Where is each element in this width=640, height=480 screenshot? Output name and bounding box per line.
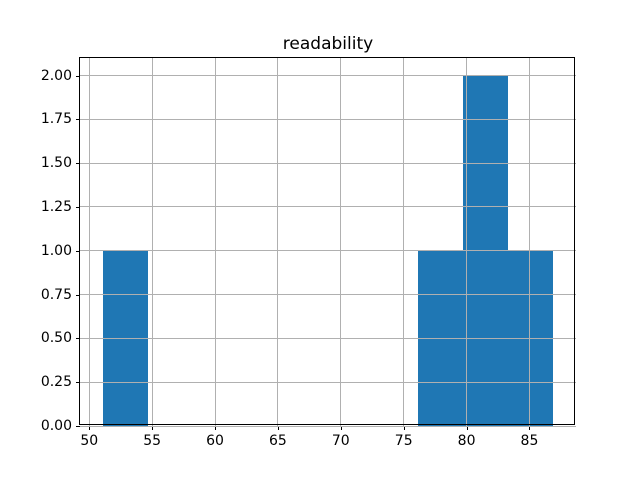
gridline xyxy=(80,337,576,339)
gridline xyxy=(88,58,90,426)
gridline xyxy=(80,162,576,164)
x-tick-mark xyxy=(529,426,531,430)
x-tick-mark xyxy=(215,426,217,430)
gridline xyxy=(80,206,576,208)
gridline xyxy=(466,58,468,426)
gridline xyxy=(80,75,576,77)
gridline xyxy=(340,58,342,426)
y-tick-mark xyxy=(76,250,80,252)
x-tick-mark xyxy=(466,426,468,430)
y-tick-mark xyxy=(76,119,80,121)
x-tick-mark xyxy=(277,426,279,430)
gridline xyxy=(403,58,405,426)
y-tick-label: 1.25 xyxy=(40,198,72,215)
y-tick-mark xyxy=(76,382,80,384)
x-tick-mark xyxy=(340,426,342,430)
x-tick-label: 50 xyxy=(80,433,99,449)
gridline xyxy=(80,118,576,120)
x-tick-label: 60 xyxy=(206,433,224,449)
gridline xyxy=(528,58,530,426)
gridline xyxy=(80,250,576,252)
y-tick-label: 0.25 xyxy=(40,374,72,391)
gridline xyxy=(214,58,216,426)
y-tick-mark xyxy=(76,206,80,208)
gridline xyxy=(277,58,279,426)
x-tick-label: 85 xyxy=(520,433,539,449)
y-tick-mark xyxy=(76,163,80,165)
gridline xyxy=(80,381,576,383)
y-tick-label: 2.00 xyxy=(40,67,72,84)
gridline xyxy=(151,58,153,426)
y-tick-mark xyxy=(76,338,80,340)
y-tick-label: 0.75 xyxy=(40,286,72,303)
y-tick-label: 1.75 xyxy=(40,111,72,128)
y-tick-label: 1.00 xyxy=(40,242,72,259)
x-tick-mark xyxy=(89,426,91,430)
x-tick-label: 55 xyxy=(143,433,162,449)
gridline xyxy=(80,425,576,427)
y-tick-mark xyxy=(76,75,80,77)
x-tick-mark xyxy=(152,426,154,430)
chart-title: readability xyxy=(282,34,374,54)
y-tick-label: 0.00 xyxy=(40,418,72,434)
gridline xyxy=(80,294,576,296)
plot-area xyxy=(80,58,576,427)
y-tick-label: 1.50 xyxy=(40,155,72,172)
x-tick-mark xyxy=(403,426,405,430)
x-tick-label: 75 xyxy=(394,433,413,449)
y-tick-mark xyxy=(76,294,80,296)
y-tick-label: 0.50 xyxy=(40,330,72,347)
x-tick-label: 65 xyxy=(269,433,287,449)
x-tick-label: 70 xyxy=(331,433,350,449)
x-tick-label: 80 xyxy=(457,433,476,449)
y-tick-mark xyxy=(76,426,80,427)
